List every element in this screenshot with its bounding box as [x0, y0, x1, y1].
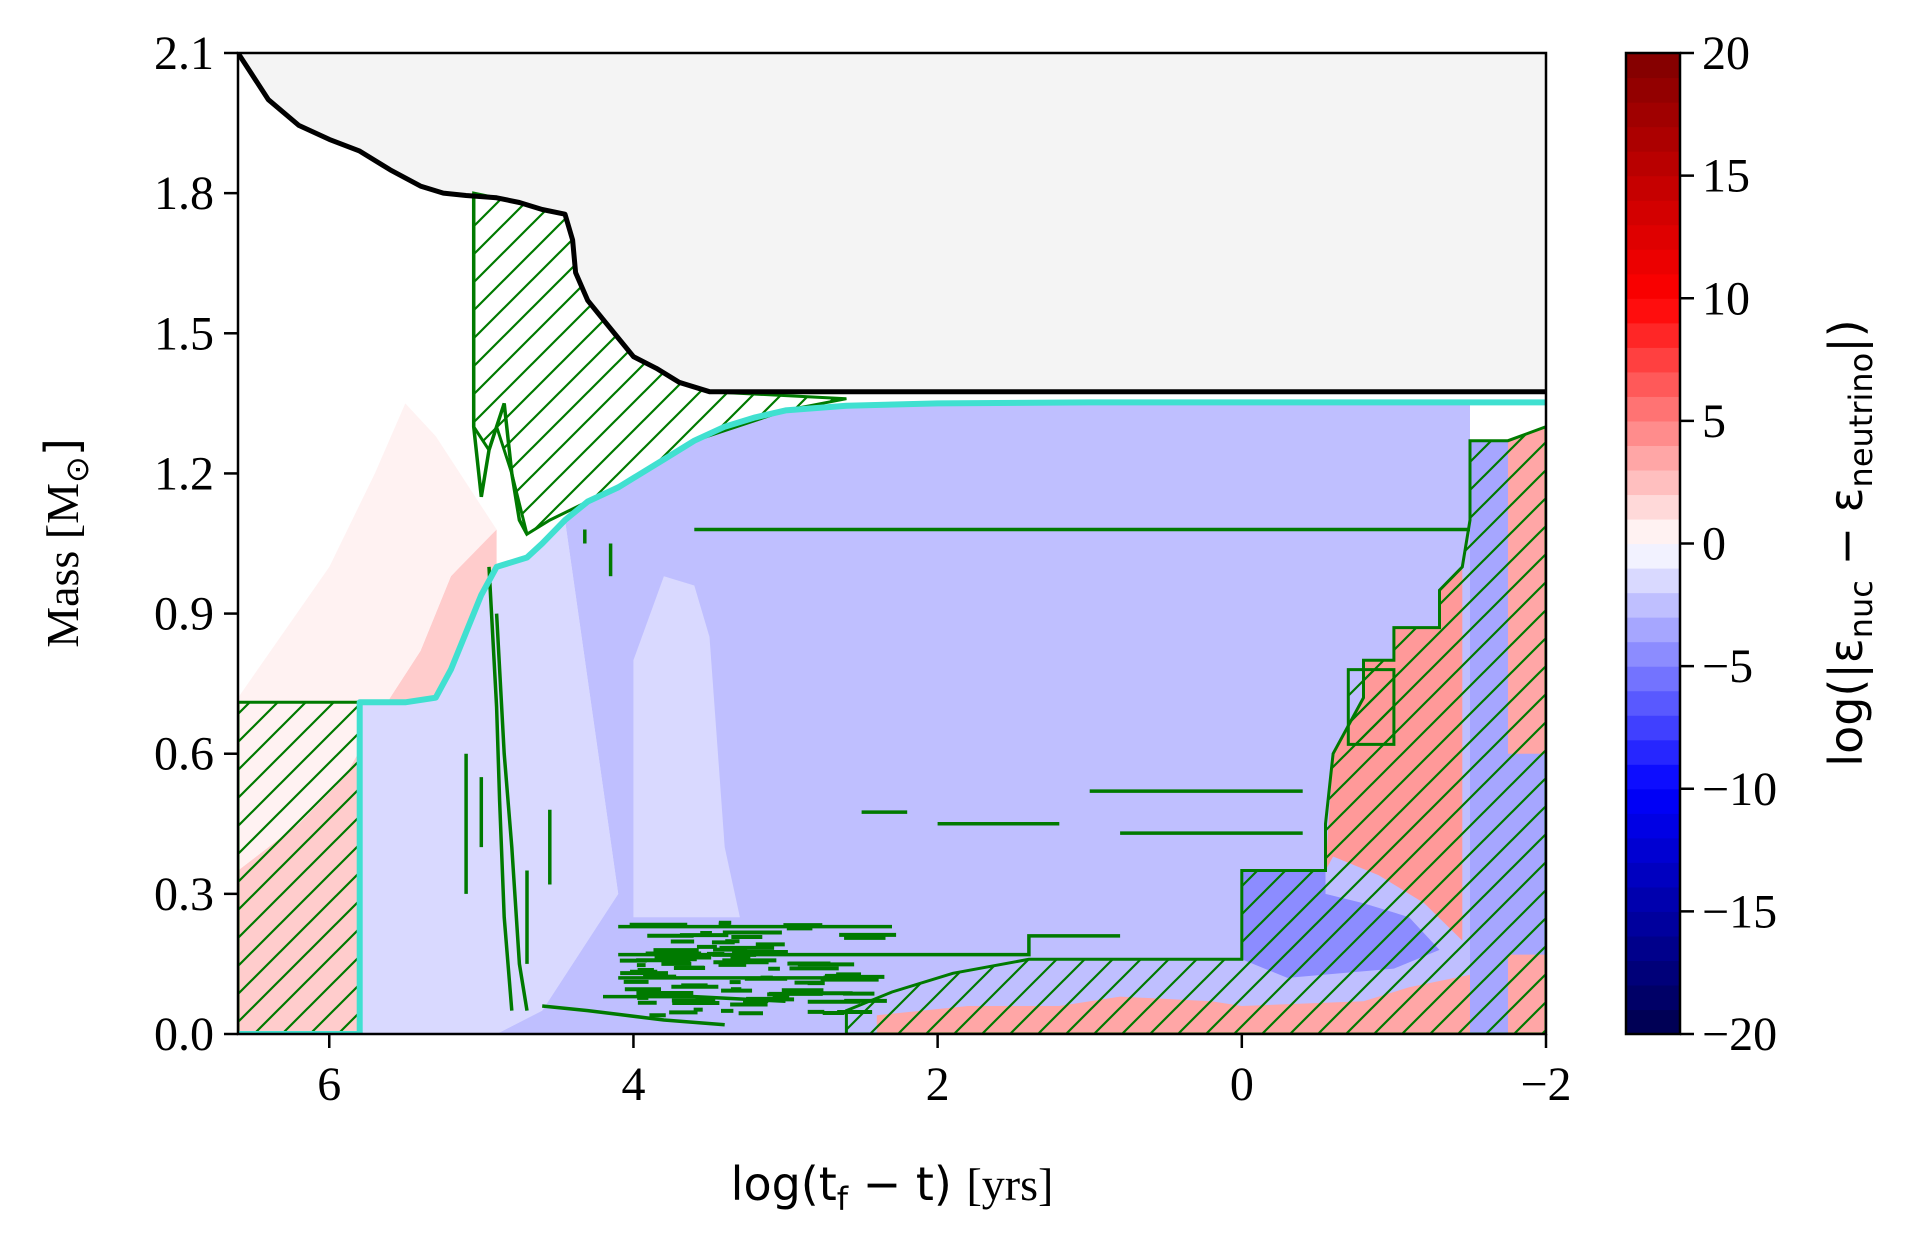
- colorbar-band: [1626, 175, 1680, 201]
- colorbar-band: [1626, 298, 1680, 324]
- colorbar-band: [1626, 420, 1680, 446]
- convective-region: [238, 700, 362, 1034]
- x-tick-label: 6: [317, 1058, 341, 1111]
- plot-area: [236, 51, 1548, 1036]
- colorbar-label: log(|εnuc − εneutrino|): [1819, 319, 1880, 766]
- colorbar-tick-label: −10: [1702, 763, 1777, 816]
- colorbar-band: [1626, 371, 1680, 397]
- colorbar-band: [1626, 273, 1680, 299]
- y-tick-label: 2.1: [154, 27, 214, 80]
- convective-region: [1346, 668, 1396, 746]
- heat-region: [496, 402, 1471, 1034]
- convective-region: [844, 425, 1546, 1034]
- plot-frame: [236, 51, 1548, 1036]
- convective-boundary-line: [487, 566, 514, 1011]
- y-tick-label: 0.3: [154, 868, 214, 921]
- colorbar-band: [1626, 102, 1680, 128]
- x-tick-label: 4: [621, 1058, 645, 1111]
- colorbar-tick-label: −15: [1702, 885, 1777, 938]
- colorbar-band: [1626, 813, 1680, 839]
- y-axis-label: Mass [M⊙]: [35, 438, 96, 648]
- colorbar-band: [1626, 1009, 1680, 1035]
- colorbar-band: [1626, 715, 1680, 741]
- colorbar-band: [1626, 886, 1680, 912]
- colorbar-axis: 20 15 10 5 0 −5 −10 −15 −20: [1680, 27, 1777, 1061]
- colorbar-tick-label: 15: [1702, 150, 1750, 203]
- colorbar-band: [1626, 984, 1680, 1011]
- colorbar-band: [1626, 249, 1680, 275]
- colorbar-band: [1626, 53, 1680, 79]
- colorbar-band: [1626, 935, 1680, 962]
- colorbar: 20 15 10 5 0 −5 −10 −15 −20: [1624, 27, 1777, 1061]
- x-axis-label: log(tf − t) [yrs]: [731, 1157, 1054, 1218]
- colorbar-band: [1626, 862, 1680, 888]
- colorbar-tick-label: 10: [1702, 272, 1750, 325]
- colorbar-band: [1626, 126, 1680, 152]
- colorbar-band: [1626, 568, 1680, 594]
- colorbar-band: [1626, 788, 1680, 814]
- colorbar-band: [1626, 690, 1680, 716]
- colorbar-band: [1626, 200, 1680, 226]
- total-mass-line: [238, 53, 1546, 395]
- y-tick-label: 0.0: [154, 1008, 214, 1061]
- x-axis: 6 4 2 0 −2: [317, 1034, 1572, 1111]
- colorbar-band: [1626, 666, 1680, 692]
- colorbar-band: [1626, 494, 1680, 520]
- colorbar-band: [1626, 837, 1680, 863]
- colorbar-band: [1626, 469, 1680, 496]
- convective-boundary-line: [618, 934, 1121, 957]
- exterior-region: [238, 53, 1546, 392]
- heat-region: [359, 520, 619, 1034]
- y-tick-label: 1.8: [154, 167, 214, 220]
- y-tick-label: 0.9: [154, 588, 214, 641]
- colorbar-tick-label: 0: [1702, 518, 1726, 571]
- colorbar-band: [1626, 764, 1680, 790]
- x-tick-label: 2: [926, 1058, 950, 1111]
- colorbar-tick-label: −5: [1702, 640, 1753, 693]
- colorbar-band: [1626, 617, 1680, 643]
- colorbar-band: [1626, 641, 1680, 667]
- x-tick-label: 0: [1230, 1058, 1254, 1111]
- convective-lines-layer: [464, 193, 1470, 1027]
- series-layer: [238, 53, 1546, 1034]
- colorbar-tick-label: 20: [1702, 27, 1750, 80]
- colorbar-band: [1626, 347, 1680, 373]
- core-boundary-line: [238, 399, 1546, 1034]
- colorbar-tick-label: 5: [1702, 395, 1726, 448]
- colorbar-band: [1626, 592, 1680, 618]
- colorbar-band: [1626, 960, 1680, 986]
- y-axis: 0.0 0.3 0.6 0.9 1.2 1.5 1.8 2.1: [154, 27, 238, 1061]
- colorbar-band: [1626, 518, 1680, 545]
- colorbar-band: [1626, 543, 1680, 569]
- convective-boundary-line: [494, 613, 529, 1011]
- x-tick-label: −2: [1520, 1058, 1571, 1111]
- heat-region: [633, 576, 740, 918]
- exterior-layer: [238, 53, 1546, 392]
- colorbar-band: [1626, 322, 1680, 348]
- colorbar-band: [1626, 77, 1680, 103]
- colorbar-band: [1626, 151, 1680, 177]
- colorbar-band: [1626, 911, 1680, 937]
- colorbar-band: [1626, 445, 1680, 471]
- y-tick-label: 1.5: [154, 307, 214, 360]
- colorbar-bands: [1624, 51, 1682, 1036]
- colorbar-band: [1626, 739, 1680, 765]
- y-tick-label: 1.2: [154, 447, 214, 500]
- y-tick-label: 0.6: [154, 728, 214, 781]
- convective-boundary-line: [471, 193, 529, 536]
- colorbar-tick-label: −20: [1702, 1008, 1777, 1061]
- colorbar-band: [1626, 224, 1680, 250]
- colorbar-band: [1626, 396, 1680, 422]
- convective-boundary-line: [542, 1004, 725, 1027]
